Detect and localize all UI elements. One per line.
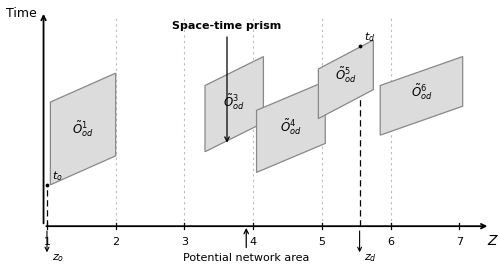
Text: 4: 4 <box>250 237 256 247</box>
Text: $\tilde{O}^3_{od}$: $\tilde{O}^3_{od}$ <box>223 92 244 112</box>
Text: 7: 7 <box>456 237 463 247</box>
Text: $\tilde{O}^1_{od}$: $\tilde{O}^1_{od}$ <box>72 119 94 139</box>
Text: Space-time prism: Space-time prism <box>172 21 282 141</box>
Text: 5: 5 <box>318 237 326 247</box>
Text: 1: 1 <box>44 237 51 247</box>
Text: Potential network area: Potential network area <box>183 229 310 263</box>
Text: $\tilde{O}^4_{od}$: $\tilde{O}^4_{od}$ <box>280 117 301 137</box>
Text: 2: 2 <box>112 237 119 247</box>
Text: $\tilde{O}^5_{od}$: $\tilde{O}^5_{od}$ <box>335 65 356 85</box>
Polygon shape <box>318 40 374 119</box>
Text: $\tilde{O}^6_{od}$: $\tilde{O}^6_{od}$ <box>410 82 432 102</box>
Text: $t_d$: $t_d$ <box>364 30 376 44</box>
Text: Time: Time <box>6 7 36 20</box>
Text: 6: 6 <box>387 237 394 247</box>
Polygon shape <box>205 57 264 152</box>
Polygon shape <box>380 57 462 135</box>
Text: 3: 3 <box>181 237 188 247</box>
Text: $z_o$: $z_o$ <box>52 252 64 264</box>
Polygon shape <box>50 73 116 185</box>
Text: Z: Z <box>488 234 497 248</box>
Text: $t_o$: $t_o$ <box>52 169 62 183</box>
Polygon shape <box>256 81 326 172</box>
Text: $z_d$: $z_d$ <box>364 252 377 264</box>
